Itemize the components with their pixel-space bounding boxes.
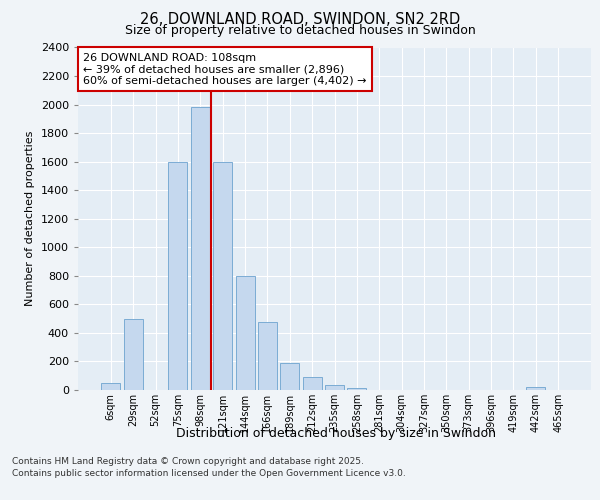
Y-axis label: Number of detached properties: Number of detached properties (25, 131, 35, 306)
Text: 26 DOWNLAND ROAD: 108sqm
← 39% of detached houses are smaller (2,896)
60% of sem: 26 DOWNLAND ROAD: 108sqm ← 39% of detach… (83, 52, 367, 86)
Bar (280, 363, 299, 390)
Bar (124, 318, 143, 390)
Text: Contains HM Land Registry data © Crown copyright and database right 2025.: Contains HM Land Registry data © Crown c… (12, 458, 364, 466)
Bar (302, 377, 322, 390)
Bar (213, 162, 232, 390)
Bar (347, 388, 367, 390)
Text: Size of property relative to detached houses in Swindon: Size of property relative to detached ho… (125, 24, 475, 37)
Bar (258, 322, 277, 390)
Bar (526, 387, 545, 390)
Bar (325, 385, 344, 390)
Bar (101, 383, 121, 390)
Text: 26, DOWNLAND ROAD, SWINDON, SN2 2RD: 26, DOWNLAND ROAD, SWINDON, SN2 2RD (140, 12, 460, 28)
Bar (236, 276, 254, 390)
Bar (191, 108, 210, 390)
Text: Contains public sector information licensed under the Open Government Licence v3: Contains public sector information licen… (12, 469, 406, 478)
Text: Distribution of detached houses by size in Swindon: Distribution of detached houses by size … (176, 428, 496, 440)
Bar (169, 162, 187, 390)
